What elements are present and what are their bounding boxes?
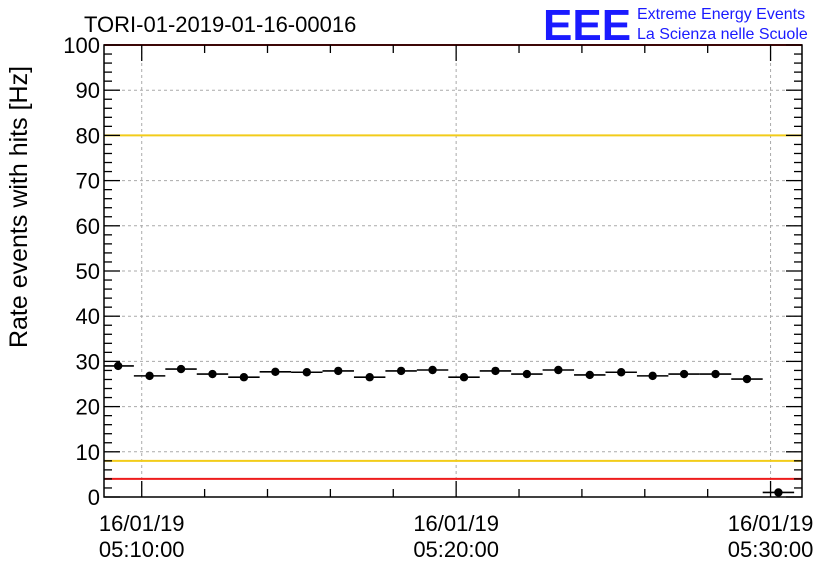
reference-lines <box>104 44 802 480</box>
y-tick-label: 0 <box>88 485 100 510</box>
chart-title: TORI-01-2019-01-16-00016 <box>84 12 356 37</box>
data-point <box>554 365 563 375</box>
data-point <box>742 374 752 384</box>
data-point <box>585 370 594 380</box>
data-point <box>113 361 123 371</box>
y-tick-label: 100 <box>63 33 100 58</box>
x-tick-label-date: 16/01/19 <box>99 511 185 536</box>
x-tick-label-time: 05:30:00 <box>728 537 814 562</box>
y-tick-label: 20 <box>76 395 100 420</box>
data-points <box>104 361 795 497</box>
data-point <box>522 369 532 379</box>
data-point <box>208 369 217 379</box>
grid-lines <box>104 45 802 497</box>
eee-logo-mark: EEE <box>543 1 631 50</box>
data-point <box>145 371 154 381</box>
data-point <box>428 365 437 375</box>
data-point <box>302 368 311 377</box>
data-point <box>648 371 657 381</box>
data-point <box>271 367 280 376</box>
x-tick-label-date: 16/01/19 <box>413 511 499 536</box>
y-tick-label: 30 <box>76 349 100 374</box>
y-tick-label: 70 <box>76 169 100 194</box>
data-point <box>491 366 500 376</box>
y-tick-label: 90 <box>76 78 100 103</box>
x-tick-label-time: 05:10:00 <box>99 537 185 562</box>
data-point <box>617 368 626 377</box>
data-point <box>396 366 406 376</box>
x-tick-label-time: 05:20:00 <box>413 537 499 562</box>
eee-logo-line2: La Scienza nelle Scuole <box>637 26 808 43</box>
axes: 010203040506070809010016/01/1905:10:0016… <box>63 33 813 562</box>
data-point <box>239 373 249 382</box>
y-tick-label: 80 <box>76 123 100 148</box>
x-tick-label-date: 16/01/19 <box>728 511 814 536</box>
eee-logo: EEE Extreme Energy Events La Scienza nel… <box>543 1 808 50</box>
y-axis-label: Rate events with hits [Hz] <box>5 66 33 348</box>
eee-logo-line1: Extreme Energy Events <box>637 6 805 23</box>
data-point <box>365 373 374 382</box>
data-point <box>459 373 469 382</box>
data-point <box>334 366 343 376</box>
data-point <box>679 369 689 379</box>
data-point <box>176 364 186 374</box>
y-tick-label: 40 <box>76 304 100 329</box>
y-tick-label: 10 <box>76 440 100 465</box>
y-tick-label: 60 <box>76 214 100 239</box>
data-point <box>711 369 720 379</box>
data-point <box>774 488 783 497</box>
y-tick-label: 50 <box>76 259 100 284</box>
